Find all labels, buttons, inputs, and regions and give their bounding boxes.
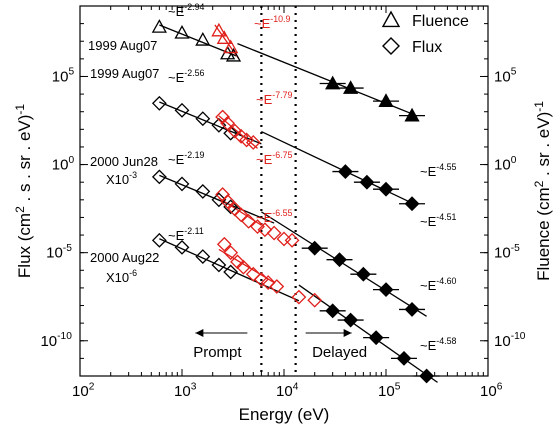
- legend: Fluence Flux: [383, 12, 469, 56]
- x-axis-title: Energy (eV): [239, 405, 330, 424]
- fit-exponent-label: ~E-4.58: [420, 336, 456, 353]
- open-diamond-point: [176, 104, 189, 117]
- fit-exponent-label: ~E-4.60: [420, 276, 456, 293]
- legend-label: Flux: [412, 39, 442, 56]
- prompt-label: Prompt: [193, 344, 242, 361]
- x-tick-label: 103: [174, 381, 197, 400]
- x-tick-label: 102: [72, 381, 95, 400]
- fit-line: [261, 132, 414, 205]
- y-tick-label-right: 100: [494, 155, 517, 174]
- legend-triangle-icon: [383, 12, 399, 26]
- vertical-dotted-lines: [261, 6, 295, 376]
- series-date-label: 2000 Jun28: [90, 154, 158, 169]
- fit-exponent-label: ~E-2.56: [168, 68, 204, 85]
- series-date-label: 1999 Aug07: [90, 66, 159, 81]
- x-tick-label: 106: [480, 381, 503, 400]
- open-diamond-point: [176, 177, 189, 190]
- fit-exponent-label: ~E-6.75: [256, 150, 292, 167]
- delayed-arrowhead: [344, 329, 352, 337]
- prompt-arrowhead: [195, 329, 203, 337]
- y-tick-label-left: 105: [52, 67, 75, 86]
- fit-exponent-label: ~E-10.9: [254, 14, 290, 31]
- y-tick-label-left: 100: [52, 155, 75, 174]
- open-triangle-point: [196, 33, 209, 45]
- open-diamond-point: [196, 112, 209, 125]
- fit-exponent-label: ~E-4.55: [420, 162, 456, 179]
- y-tick-label-right: 10-5: [494, 243, 520, 262]
- plot-frame: [80, 6, 488, 376]
- fit-exponent-label: ~E-4.51: [420, 212, 456, 229]
- y-axis-title-right: Fluence (cm2 . sr . eV)-1: [532, 101, 553, 281]
- fit-exponent-label: ~E-2.19: [168, 150, 204, 167]
- y-tick-label-right: 10-10: [494, 331, 526, 350]
- x-tick-label: 104: [276, 381, 299, 400]
- fit-line: [299, 285, 438, 382]
- series-scale-note: X10-6: [106, 268, 137, 285]
- fit-exponent-label: ~E-2.94: [168, 2, 204, 19]
- y-tick-label-right: 105: [494, 67, 517, 86]
- series-date-label: 2000 Aug22: [90, 250, 159, 265]
- y-tick-label-left: 10-10: [40, 331, 72, 350]
- red-diamond-point: [292, 291, 305, 304]
- y-tick-label-left: 10-5: [46, 243, 72, 262]
- y-axis-title-left: Flux (cm2 . s . sr . eV)-1: [13, 104, 34, 278]
- delayed-label: Delayed: [312, 344, 367, 361]
- series-scale-note: X10-3: [106, 170, 137, 187]
- x-tick-label: 105: [378, 381, 401, 400]
- fit-exponent-label: ~E-7.79: [256, 90, 292, 107]
- legend-diamond-icon: [383, 38, 399, 54]
- series-date-label: 1999 Aug07: [88, 38, 157, 53]
- plot-border: [80, 6, 488, 376]
- chart-labels: Energy (eV) Flux (cm2 . s . sr . eV)-1 Flu…: [13, 2, 553, 424]
- fit-lines: [159, 25, 437, 383]
- legend-label: Fluence: [412, 13, 469, 30]
- fit-exponent-label: ~E-2.11: [168, 226, 204, 243]
- fit-line: [261, 212, 426, 316]
